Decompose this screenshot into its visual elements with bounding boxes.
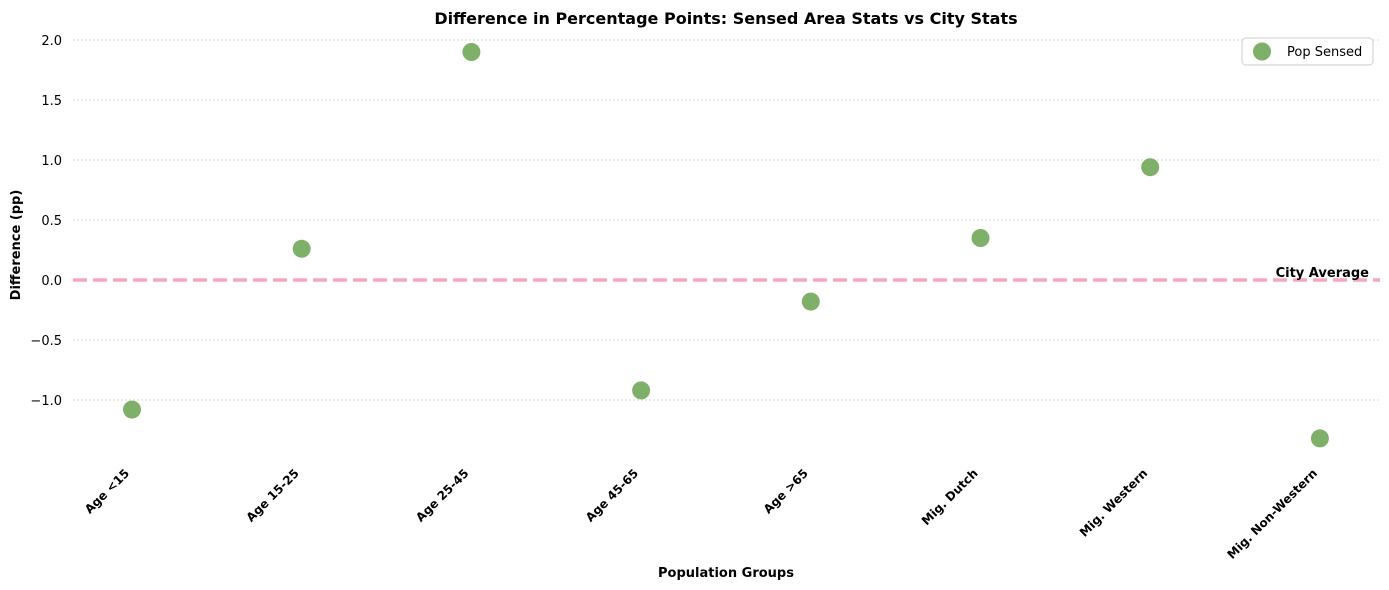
x-tick-label: Age 45-65 [583,466,641,524]
x-tick-label: Age 15-25 [243,466,301,524]
y-tick-label: 2.0 [41,34,62,49]
data-point [632,381,651,400]
x-axis-ticks: Age <15 Age 15-25 Age 25-45 Age 45-65 Age >6… [82,466,1320,562]
y-axis-ticks: 2.0 1.5 1.0 0.5 0.0 −0.5 −1.0 [30,34,62,409]
data-point [1141,158,1160,177]
reference-line-group: City Average [73,266,1380,282]
grid [73,39,1380,401]
x-tick-label: Age 25-45 [413,466,471,524]
y-tick-label: 0.5 [41,214,62,229]
legend-label: Pop Sensed [1287,45,1362,60]
data-point [971,229,990,247]
x-tick-label: Mig. Western [1077,466,1150,539]
legend-marker [1253,42,1271,61]
data-points [123,43,1329,448]
data-point [801,292,820,311]
x-tick-label: Mig. Non-Western [1225,466,1321,562]
legend-box [1241,37,1374,66]
data-point [123,400,141,419]
x-tick-label: Age >65 [761,466,811,516]
y-tick-label: −0.5 [30,334,62,349]
x-axis-label: Population Groups [658,566,794,581]
y-tick-label: −1.0 [30,394,62,409]
data-point [462,43,481,61]
city-average-label: City Average [1276,266,1370,281]
data-point [292,239,311,258]
data-point [1310,429,1329,448]
x-tick-label: Age <15 [82,466,132,516]
y-tick-label: 1.5 [41,94,62,109]
y-tick-label: 0.0 [41,274,62,289]
legend: Pop Sensed [1241,37,1374,66]
x-tick-label: Mig. Dutch [919,466,981,528]
chart-title: Difference in Percentage Points: Sensed … [434,9,1017,28]
y-tick-label: 1.0 [41,154,62,169]
y-axis-label: Difference (pp) [9,190,24,301]
